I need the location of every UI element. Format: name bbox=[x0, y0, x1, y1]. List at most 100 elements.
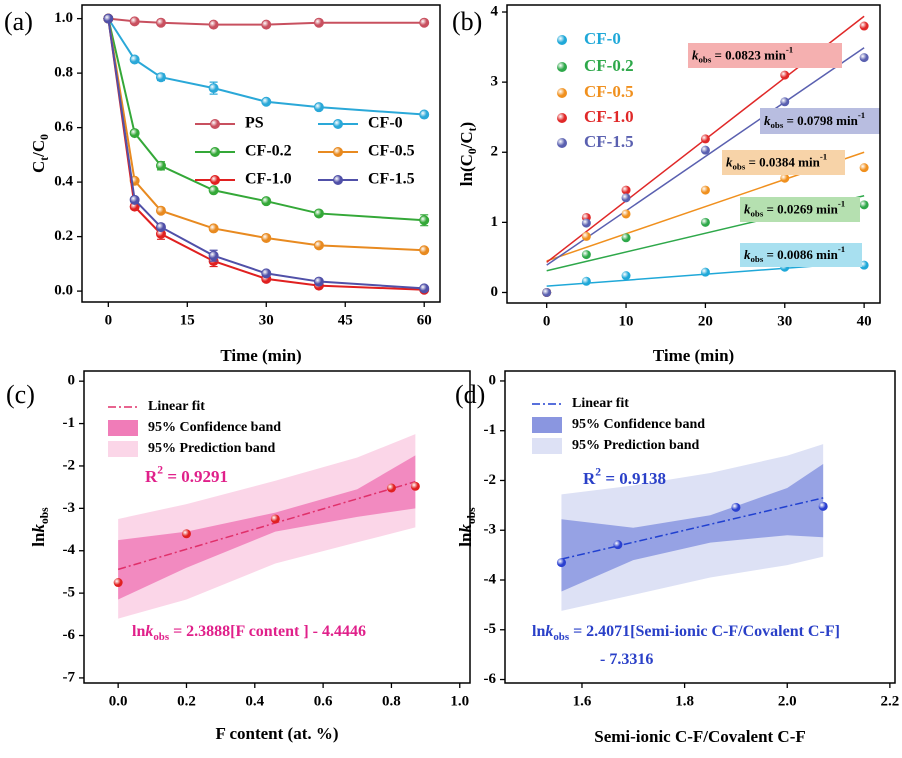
y-tick-label: 4 bbox=[491, 3, 499, 19]
legend-marker bbox=[333, 119, 343, 129]
legend-swatch bbox=[108, 441, 138, 457]
data-point bbox=[613, 540, 623, 550]
y-axis-label-part: k bbox=[456, 524, 475, 533]
x-axis-label: Time (min) bbox=[653, 346, 734, 365]
data-point bbox=[313, 276, 324, 287]
annotation: kobs = 0.0086 min-1 bbox=[744, 244, 845, 264]
annotation-part: -1 bbox=[786, 45, 793, 55]
annotation-part: k bbox=[764, 113, 771, 128]
r-squared-part: R bbox=[145, 467, 158, 486]
panel: 0 -1 -2 -3 -4 -5 -6 1.6 1.8 2.0 2.2 Linear fit 95% C… bbox=[455, 370, 899, 746]
legend-marker bbox=[333, 147, 343, 157]
legend-label: 95% Confidence band bbox=[148, 420, 281, 435]
annotation-box bbox=[722, 150, 845, 175]
y-axis-label-part: obs bbox=[465, 507, 478, 524]
annotation-part: -1 bbox=[820, 152, 827, 162]
x-tick-label: 1.0 bbox=[450, 693, 469, 709]
equation-part: ln bbox=[532, 623, 545, 640]
annotation-box bbox=[688, 43, 842, 68]
annotation-part: k bbox=[692, 47, 699, 62]
y-tick-label: 2 bbox=[491, 144, 499, 160]
legend-marker bbox=[557, 35, 567, 45]
y-axis-label: lnkobs bbox=[29, 507, 51, 547]
x-tick-label: 20 bbox=[698, 313, 713, 329]
y-tick-label: 0 bbox=[491, 284, 499, 300]
annotation: kobs = 0.0269 min-1 bbox=[744, 199, 845, 219]
data-point bbox=[621, 193, 631, 203]
y-axis-label-part: ln(C bbox=[457, 154, 476, 186]
y-axis-label-part: ln bbox=[29, 532, 48, 547]
legend-marker bbox=[557, 88, 567, 98]
legend-label: CF-1.0 bbox=[584, 107, 634, 126]
y-tick-label: 0.4 bbox=[54, 174, 73, 190]
y-axis-label: ln(C0/Ct) bbox=[457, 122, 479, 186]
plot-frame bbox=[83, 370, 471, 684]
data-point bbox=[261, 232, 272, 243]
r-squared: R2 = 0.9291 bbox=[145, 463, 228, 486]
panel-label: (a) bbox=[4, 7, 33, 36]
data-point bbox=[261, 268, 272, 279]
legend-label: CF-0.2 bbox=[245, 143, 292, 160]
x-axis-label: F content (at. %) bbox=[215, 724, 338, 743]
fit-line bbox=[117, 480, 416, 571]
legend-label: CF-1.5 bbox=[584, 132, 634, 151]
x-tick-label: 0.0 bbox=[109, 693, 128, 709]
legend-marker bbox=[333, 175, 343, 185]
x-tick-label: 2.0 bbox=[778, 693, 797, 709]
equation-part: obs bbox=[553, 630, 569, 642]
r-squared-part: 2 bbox=[595, 465, 601, 478]
legend-label: 95% Prediction band bbox=[148, 441, 276, 456]
data-point bbox=[410, 481, 420, 491]
x-tick-label: 10 bbox=[619, 313, 634, 329]
legend-label: 95% Confidence band bbox=[572, 417, 705, 432]
data-point bbox=[313, 208, 324, 219]
y-axis-label-part: t bbox=[466, 127, 479, 131]
data-point bbox=[581, 250, 591, 260]
equation-part: ln bbox=[132, 623, 145, 640]
data-point bbox=[313, 240, 324, 251]
y-axis-label-part: /C bbox=[457, 131, 476, 149]
data-point bbox=[542, 287, 552, 297]
x-tick-label: 60 bbox=[417, 312, 432, 328]
y-tick-label: 0.8 bbox=[54, 65, 73, 81]
data-point bbox=[419, 109, 430, 120]
y-axis-label-part: C bbox=[29, 161, 48, 173]
y-axis-label-part: t bbox=[38, 157, 51, 161]
data-point bbox=[103, 13, 114, 24]
data-point bbox=[621, 185, 631, 195]
equation-part: - 7.3316 bbox=[600, 651, 653, 668]
annotation-part: obs bbox=[751, 254, 764, 264]
annotation-part: = 0.0798 min bbox=[783, 113, 858, 128]
data-point bbox=[700, 185, 710, 195]
data-point bbox=[129, 16, 140, 27]
data-point bbox=[621, 209, 631, 219]
data-point bbox=[155, 205, 166, 216]
legend-label: Linear fit bbox=[148, 399, 205, 414]
data-point bbox=[208, 250, 219, 261]
data-line bbox=[107, 18, 425, 252]
y-axis-label-part: k bbox=[29, 524, 48, 533]
y-tick-label: -6 bbox=[63, 627, 76, 643]
legend-label: CF-1.5 bbox=[368, 171, 415, 188]
annotation-part: -1 bbox=[838, 199, 845, 209]
data-point bbox=[129, 128, 140, 139]
data-point bbox=[859, 200, 869, 210]
annotation-part: -1 bbox=[838, 244, 845, 254]
x-tick-label: 45 bbox=[338, 312, 353, 328]
data-point bbox=[419, 283, 430, 294]
data-point bbox=[208, 19, 219, 30]
annotation-part: obs bbox=[699, 54, 712, 64]
legend-label: Linear fit bbox=[572, 396, 629, 411]
legend-swatch bbox=[532, 438, 562, 454]
annotation-part: = 0.0269 min bbox=[763, 201, 838, 216]
x-tick-label: 0 bbox=[105, 312, 113, 328]
annotation-part: = 0.0823 min bbox=[711, 47, 786, 62]
equation: - 7.3316 bbox=[600, 651, 653, 668]
legend-label: CF-0.2 bbox=[584, 56, 634, 75]
r-squared-part: 2 bbox=[157, 463, 163, 476]
legend-marker bbox=[557, 62, 567, 72]
y-axis-label: lnkobs bbox=[456, 507, 478, 547]
plot-frame bbox=[81, 4, 441, 303]
data-point bbox=[208, 223, 219, 234]
r-squared-part: = 0.9138 bbox=[601, 469, 666, 488]
